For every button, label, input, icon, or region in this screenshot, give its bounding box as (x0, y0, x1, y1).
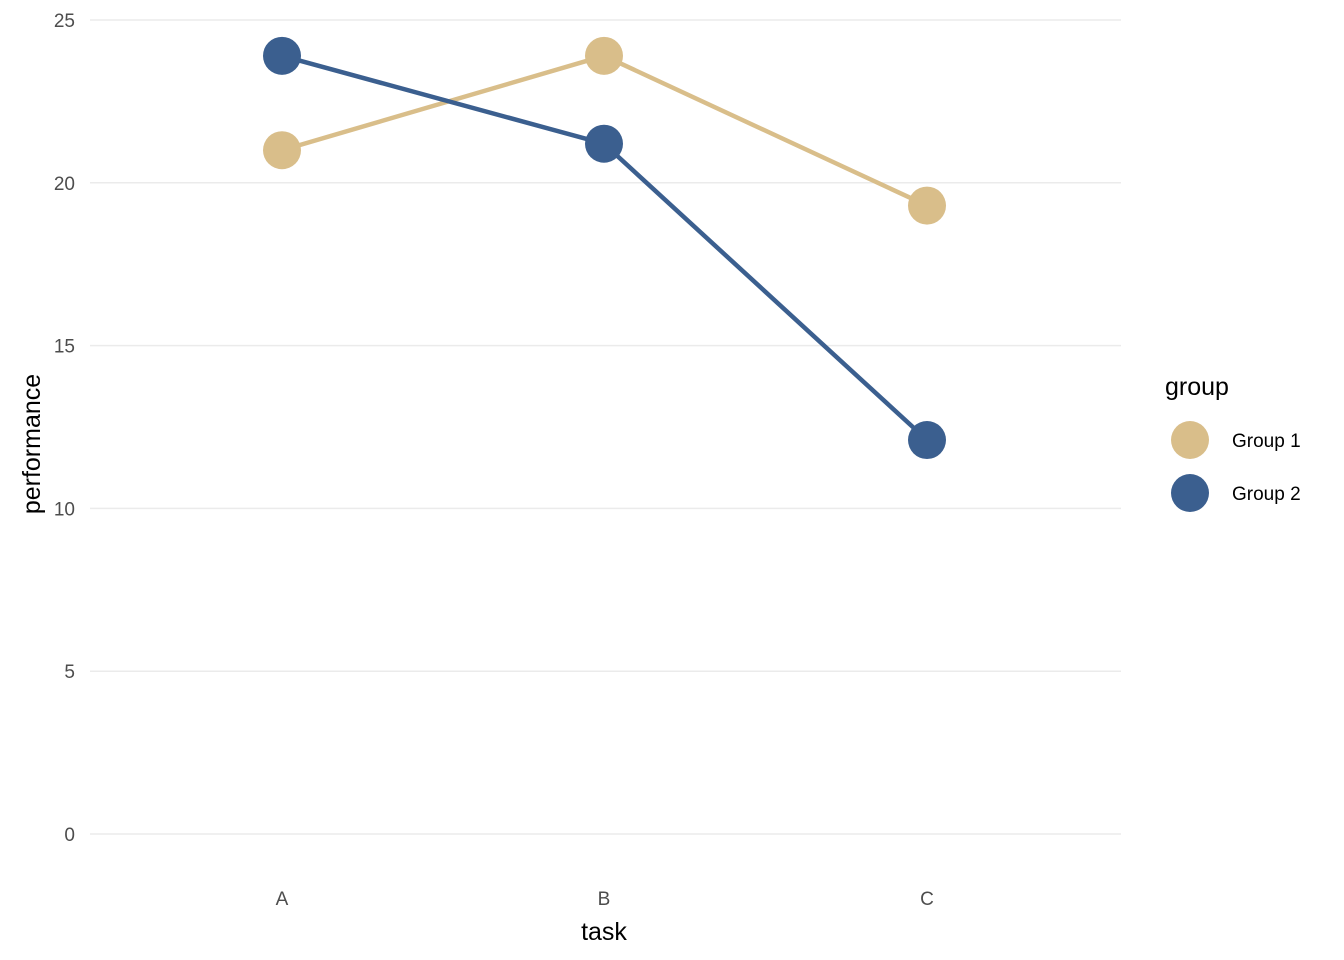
legend-label: Group 1 (1232, 431, 1301, 452)
legend-items: Group 1 Group 2 (1171, 421, 1301, 512)
series-line-group-2 (279, 53, 930, 443)
x-axis-ticks: A B C (276, 889, 934, 910)
y-tick-label: 25 (54, 11, 75, 32)
data-point-group-1 (585, 36, 623, 75)
y-tick-label: 20 (54, 174, 75, 195)
legend-title: group (1165, 373, 1229, 401)
series-points (263, 36, 946, 460)
y-tick-label: 5 (64, 662, 75, 683)
y-tick-label: 15 (54, 337, 75, 358)
x-tick-label: C (920, 889, 934, 910)
gridlines (90, 19, 1121, 835)
x-tick-label: B (598, 889, 611, 910)
legend: group Group 1 Group 2 (1165, 373, 1301, 512)
legend-key-group-2 (1171, 474, 1209, 512)
data-point-group-1 (263, 131, 301, 170)
data-point-group-2 (908, 421, 946, 460)
data-point-group-2 (263, 36, 301, 75)
y-axis-ticks: 0 5 10 15 20 25 (54, 11, 75, 846)
data-point-group-1 (908, 186, 946, 225)
y-axis-title: performance (18, 374, 46, 514)
legend-key-group-1 (1171, 421, 1209, 459)
y-tick-label: 0 (64, 825, 75, 846)
series-lines (279, 53, 930, 443)
data-point-group-2 (585, 124, 623, 163)
x-axis-title: task (581, 918, 627, 946)
y-tick-label: 10 (54, 499, 75, 520)
legend-label: Group 2 (1232, 484, 1301, 505)
x-tick-label: A (276, 889, 289, 910)
